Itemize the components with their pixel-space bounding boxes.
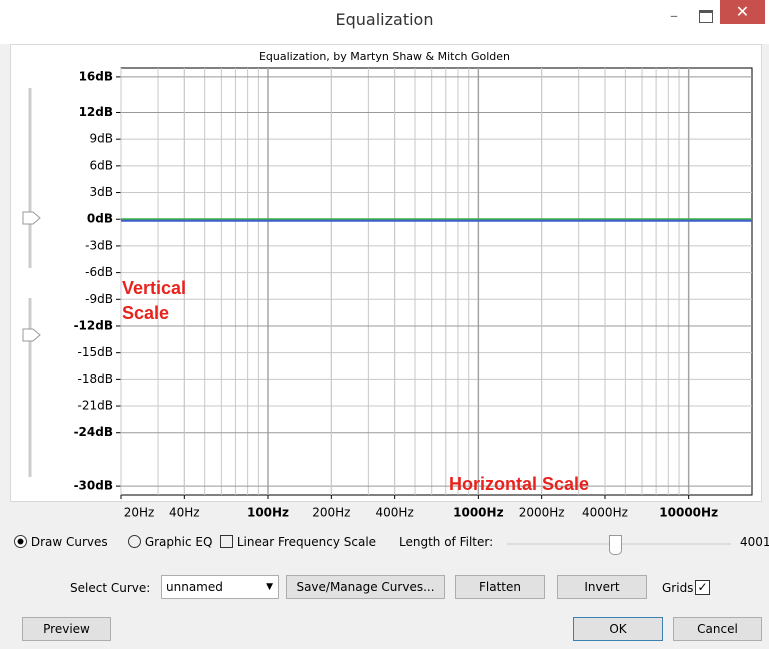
y-tick-label: 0dB	[87, 212, 113, 226]
y-tick-label: 6dB	[90, 158, 113, 172]
filter-length-thumb[interactable]	[609, 535, 622, 555]
checkbox-label: Linear Frequency Scale	[237, 535, 376, 549]
cancel-button[interactable]: Cancel	[673, 617, 762, 641]
x-tick-label: 40Hz	[169, 506, 200, 520]
x-tick-label: 1000Hz	[453, 506, 503, 520]
radio-label: Graphic EQ	[145, 535, 213, 549]
radio-graphic-eq[interactable]: Graphic EQ	[128, 535, 212, 549]
y-tick-label: -6dB	[85, 265, 113, 279]
grids-checkbox[interactable]: ✓	[695, 580, 710, 595]
select-curve-label: Select Curve:	[70, 581, 150, 595]
gain-slider-thumb[interactable]	[23, 212, 40, 224]
x-tick-label: 20Hz	[124, 506, 155, 520]
y-tick-label: 9dB	[90, 132, 113, 146]
y-tick-label: -30dB	[74, 479, 113, 493]
y-tick-label: -21dB	[78, 399, 113, 413]
y-tick-label: 16dB	[79, 69, 113, 83]
checkbox-linear-scale[interactable]: Linear Frequency Scale	[220, 535, 376, 549]
radio-label: Draw Curves	[31, 535, 108, 549]
y-tick-label: -15dB	[78, 345, 113, 359]
radio-draw-curves[interactable]: Draw Curves	[14, 535, 108, 549]
preview-button[interactable]: Preview	[22, 617, 111, 641]
select-curve-dropdown[interactable]: unnamed▼	[161, 575, 279, 599]
dropdown-value: unnamed	[166, 580, 223, 594]
y-tick-label: -9dB	[85, 292, 113, 306]
plot-area	[121, 68, 752, 495]
invert-button[interactable]: Invert	[557, 575, 647, 599]
x-tick-label: 100Hz	[247, 506, 289, 520]
save-manage-button[interactable]: Save/Manage Curves...	[286, 575, 445, 599]
y-tick-label: -18dB	[78, 372, 113, 386]
y-tick-label: 12dB	[79, 105, 113, 119]
x-tick-label: 4000Hz	[582, 506, 628, 520]
grids-label: Grids	[662, 581, 693, 595]
x-tick-label: 2000Hz	[519, 506, 565, 520]
y-tick-label: -24dB	[74, 425, 113, 439]
range-slider-thumb[interactable]	[23, 329, 40, 341]
filter-length-label: Length of Filter:	[399, 535, 493, 549]
annotation: Vertical Scale	[122, 276, 212, 326]
x-tick-label: 200Hz	[312, 506, 350, 520]
eq-chart: 16dB 12dB 9dB 6dB 3dB 0dB -3dB -6dB -9dB -12dB -15…	[0, 0, 769, 649]
ok-button[interactable]: OK	[573, 617, 663, 641]
flatten-button[interactable]: Flatten	[455, 575, 545, 599]
annotation: Horizontal Scale	[449, 474, 589, 495]
y-tick-label: 3dB	[90, 185, 113, 199]
x-tick-label: 10000Hz	[659, 506, 718, 520]
y-tick-label: -12dB	[74, 318, 113, 332]
dialog: Equalization – ✕ Equalization, by Martyn…	[0, 0, 769, 649]
filter-length-value: 4001	[740, 535, 769, 549]
y-tick-label: -3dB	[85, 238, 113, 252]
x-tick-label: 400Hz	[376, 506, 414, 520]
